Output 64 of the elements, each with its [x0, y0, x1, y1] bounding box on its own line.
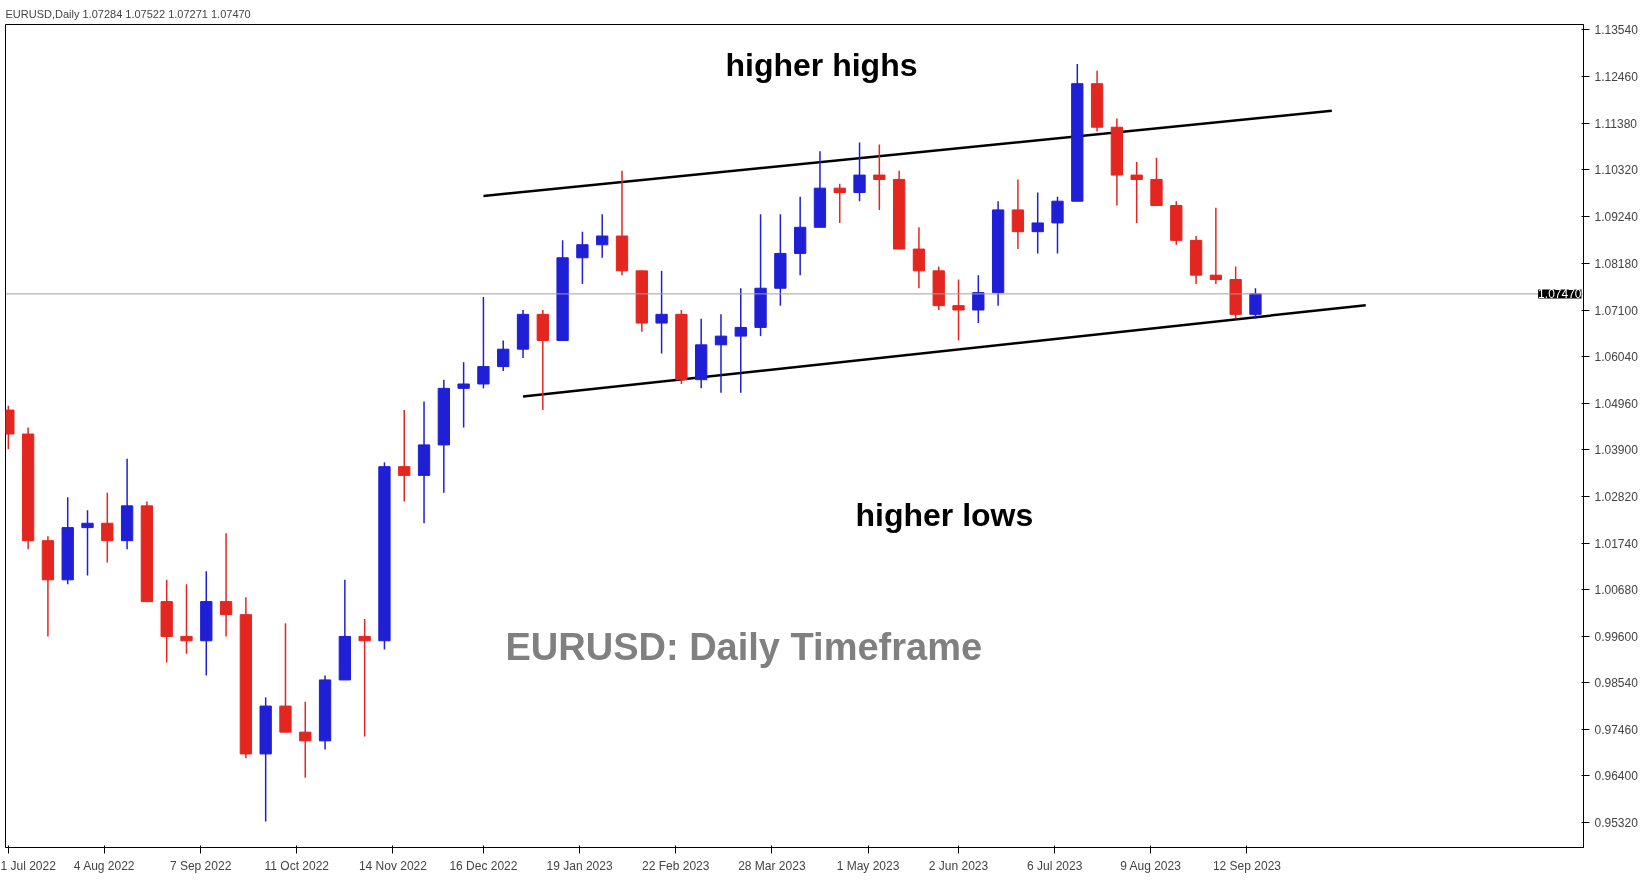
y-tick-label: 1.10320 [1594, 163, 1639, 178]
x-tick-label: 22 Feb 2023 [642, 858, 710, 873]
ref-line-label: 1.07470 [1538, 287, 1582, 302]
candlestick [219, 532, 233, 638]
annotation: EURUSD: Daily Timeframe [505, 625, 983, 668]
candlestick [853, 141, 866, 202]
candlestick [497, 339, 510, 372]
y-tick-label: 0.98540 [1594, 676, 1639, 691]
candlestick [457, 361, 470, 429]
y-tick-label: 1.08180 [1594, 256, 1639, 271]
y-tick-label: 0.95320 [1594, 816, 1639, 831]
candlestick [1130, 161, 1143, 224]
annotation: higher highs [725, 46, 918, 83]
candlestick [873, 143, 886, 211]
candlestick [358, 618, 371, 738]
chart-title: EURUSD,Daily 1.07284 1.07522 1.07271 1.07470 [5, 7, 251, 20]
y-tick-label: 0.99600 [1594, 629, 1639, 644]
candlestick [1051, 196, 1064, 255]
x-tick-label: 1 May 2023 [836, 858, 900, 873]
candlestick [477, 296, 490, 390]
y-tick-label: 1.12460 [1594, 70, 1639, 85]
candlestick [734, 287, 747, 394]
x-tick-label: 14 Nov 2022 [358, 858, 428, 873]
y-tick-label: 1.07100 [1594, 303, 1639, 318]
y-tick-label: 1.02820 [1594, 489, 1639, 504]
x-tick-label: 2 Jun 2023 [928, 858, 989, 873]
candlestick [398, 409, 411, 503]
x-tick-label: 16 Dec 2022 [449, 858, 518, 873]
x-tick-label: 7 Sep 2022 [169, 858, 232, 873]
candlestick [1031, 191, 1044, 255]
annotation: higher lows [855, 496, 1034, 533]
x-tick-label: 4 Aug 2022 [73, 858, 135, 873]
candlestick [1249, 287, 1262, 320]
candlestick [714, 313, 728, 394]
candlestick [576, 230, 589, 285]
y-tick-label: 1.00680 [1594, 582, 1639, 597]
candlestick [596, 213, 609, 259]
y-tick-label: 1.09240 [1594, 210, 1639, 225]
y-tick-label: 0.96400 [1594, 769, 1639, 784]
candlestick [972, 274, 985, 324]
x-tick-label: 9 Aug 2023 [1120, 858, 1182, 873]
y-tick-label: 1.03900 [1594, 442, 1639, 457]
y-tick-label: 1.04960 [1594, 396, 1639, 411]
candlestick [1209, 206, 1223, 285]
y-tick-label: 1.01740 [1594, 536, 1639, 551]
x-tick-label: 19 Jan 2023 [546, 858, 613, 873]
candlestick [655, 270, 668, 355]
y-tick-label: 1.13540 [1594, 23, 1639, 38]
y-tick-label: 0.97460 [1594, 723, 1639, 738]
candlestick [180, 583, 193, 655]
x-tick-label: 11 Oct 2022 [264, 858, 330, 873]
candlestick [1011, 178, 1025, 250]
candlestick [833, 183, 846, 224]
x-tick-label: 6 Jul 2023 [1026, 858, 1083, 873]
y-tick-label: 1.11380 [1594, 117, 1638, 132]
candlestick [912, 226, 926, 289]
x-tick-label: 1 Jul 2022 [0, 858, 57, 873]
candlestick [81, 509, 94, 577]
y-tick-label: 1.06040 [1594, 349, 1639, 364]
candlestick [299, 700, 312, 779]
x-tick-label: 28 Mar 2023 [738, 858, 806, 873]
candlestick [101, 492, 114, 564]
x-tick-label: 12 Sep 2023 [1212, 858, 1282, 873]
candlestick [952, 278, 965, 342]
